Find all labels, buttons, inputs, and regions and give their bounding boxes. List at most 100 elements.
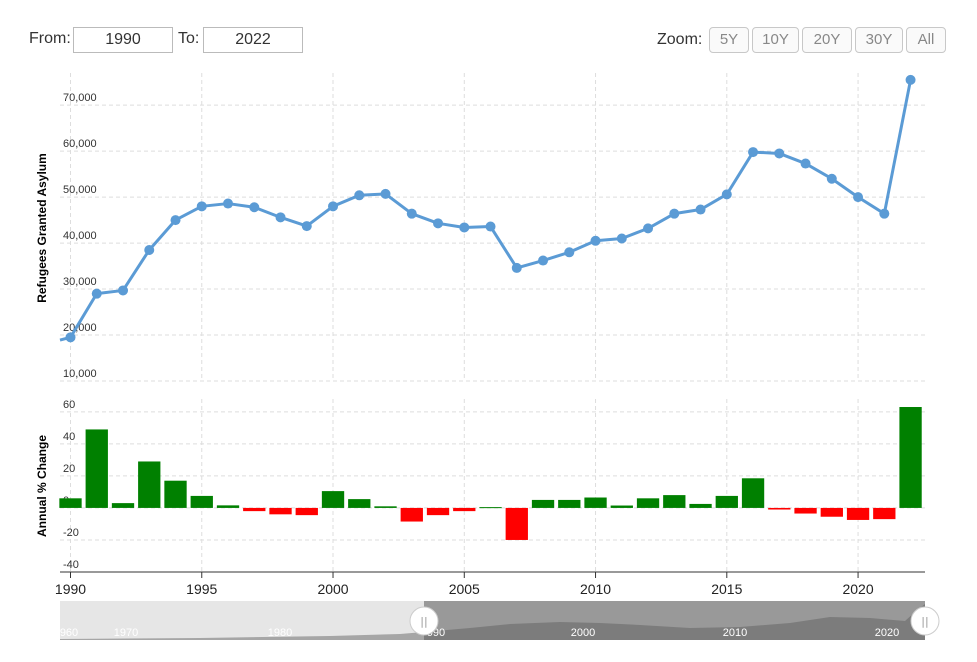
from-year-input[interactable]: 1990 [73,27,173,53]
range-navigator[interactable]: 960 1970 1980 990 2000 2010 2020|| || [60,601,940,640]
change-bar-2019 [820,507,843,517]
change-bar-2005 [453,507,476,512]
line-point-2011 [616,233,627,244]
navigator-right-handle[interactable]: || [910,606,940,636]
change-bar-2022 [899,407,922,508]
change-bar-2004 [426,507,450,516]
refugees-line-series [59,74,916,343]
line-point-2017 [774,148,785,159]
change-bar-2011 [610,505,633,508]
bar-y-tick-label: -40 [63,559,79,571]
x-tick-label: 2005 [449,581,480,597]
line-point-2003 [406,208,417,219]
line-point-1999 [301,221,312,232]
bar-y-tick-label: -20 [63,527,79,539]
line-point-2013 [669,208,680,219]
zoom-5y-button[interactable]: 5Y [709,27,749,53]
change-bar-2002 [374,506,397,508]
navigator-selected-range[interactable] [424,601,925,640]
change-bar-1995 [190,495,213,508]
handle-grip-icon: || [420,615,427,628]
change-bar-2006 [479,507,502,509]
line-point-2009 [564,247,575,258]
line-point-2001 [354,190,365,201]
line-y-tick-label: 10,000 [63,368,97,380]
refugees-line [59,79,913,342]
to-year-input[interactable]: 2022 [203,27,303,53]
annual-change-bars [59,407,922,540]
x-tick-label: 2000 [317,581,348,597]
change-bar-2003 [400,507,423,522]
line-point-2008 [538,255,549,266]
bar-y-tick-label: 60 [63,399,75,411]
line-y-tick-label: 30,000 [63,276,97,288]
change-bar-1999 [295,507,318,516]
change-bar-2015 [715,495,738,508]
zoom-label: Zoom: [657,31,703,48]
from-label: From: [29,30,71,47]
change-bar-2020 [846,507,870,520]
change-bar-1992 [111,503,135,508]
line-point-2007 [511,262,522,273]
change-bar-2018 [794,507,817,514]
change-bar-1991 [85,429,108,508]
change-bar-2016 [741,478,765,508]
change-bar-2021 [873,507,896,520]
line-y-ticks: 10,000 20,000 30,000 40,000 50,000 60,000 70,0… [63,92,97,380]
zoom-20y-button[interactable]: 20Y [802,27,852,53]
change-bar-2010 [584,497,607,508]
line-point-2006 [485,221,496,232]
line-point-2019 [826,173,837,184]
line-point-2004 [433,218,444,229]
line-point-2012 [643,223,654,234]
line-point-2021 [879,208,890,219]
change-bar-2000 [321,491,345,508]
line-point-1997 [249,202,260,213]
change-bar-2009 [558,499,581,508]
line-point-2002 [380,188,391,199]
navigator-left-handle[interactable]: || [409,606,439,636]
line-point-2000 [328,201,339,212]
line-point-2016 [748,147,759,158]
x-tick-label: 2015 [711,581,742,597]
line-point-1994 [170,215,181,226]
line-point-2015 [721,189,732,200]
bar-y-tick-label: 20 [63,463,75,475]
line-point-2020 [853,192,864,203]
x-tick-label: 1990 [55,581,86,597]
change-bar-1996 [216,505,240,508]
line-y-tick-label: 20,000 [63,322,97,334]
navigator-tick-label: 1980 [268,627,292,639]
line-point-1998 [275,212,286,223]
change-bar-2007 [505,507,528,540]
change-bar-1994 [164,480,187,508]
change-bar-1990 [59,498,82,508]
line-point-2018 [800,158,811,169]
change-bar-2012 [636,498,660,508]
change-bar-1998 [269,507,292,515]
line-y-tick-label: 70,000 [63,92,97,104]
navigator-tick-label: 1970 [114,627,138,639]
change-bar-1997 [243,507,266,512]
line-y-tick-label: 40,000 [63,230,97,242]
change-bar-1993 [138,461,161,508]
bar-y-axis-title: Annual % Change [35,435,49,537]
zoom-10y-button[interactable]: 10Y [752,27,799,53]
change-bar-2001 [348,499,371,508]
line-y-axis-title: Refugees Granted Asylum [35,153,49,303]
line-point-2005 [459,222,470,233]
bar-y-tick-label: 40 [63,431,75,443]
change-bar-2017 [768,507,791,510]
x-tick-label: 2010 [580,581,611,597]
x-tick-label: 1995 [186,581,217,597]
zoom-all-button[interactable]: All [906,27,946,53]
handle-grip-icon: || [921,615,928,628]
x-tick-label: 2020 [842,581,873,597]
navigator-tick-label: 2000 [571,627,595,639]
zoom-30y-button[interactable]: 30Y [855,27,903,53]
line-point-1995 [196,201,207,212]
to-label: To: [178,30,200,47]
change-bar-2014 [689,503,712,508]
navigator-tick-label: 2010 [723,627,747,639]
line-point-2010 [590,235,601,246]
